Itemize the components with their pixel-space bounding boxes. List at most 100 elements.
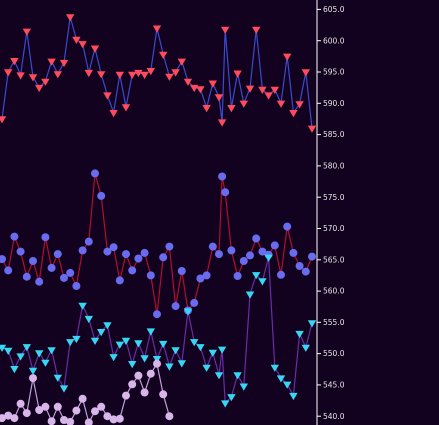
series-3-point (28, 367, 38, 375)
series-1-point (177, 58, 186, 66)
series-1-point (227, 105, 236, 113)
y-tick-label: 580.0 (323, 162, 345, 171)
series-2-point (122, 250, 130, 259)
series-2-point (159, 253, 168, 262)
series-3-point (47, 347, 56, 355)
series-3-point (97, 329, 106, 337)
series-3-point (128, 361, 137, 369)
y-tick-label: 540.0 (323, 412, 345, 421)
series-1-point (146, 68, 155, 76)
series-2-point (140, 248, 149, 257)
series-2-point (165, 242, 174, 251)
series-2-point (190, 298, 199, 307)
series-3-point (109, 354, 118, 362)
series-4-point (10, 414, 19, 423)
series-2-point (308, 252, 316, 261)
series-4-point (159, 390, 168, 399)
series-1-point (301, 69, 310, 77)
y-tick-label: 570.0 (323, 224, 345, 233)
series-3-point (183, 308, 193, 316)
series-3-point (270, 364, 279, 372)
series-3-point (22, 344, 31, 352)
series-2-point (91, 169, 99, 178)
series-2-point (295, 262, 304, 270)
series-4-point (134, 371, 143, 380)
series-1-point (221, 26, 230, 34)
series-2-point (53, 250, 62, 259)
series-3-line (1, 256, 313, 404)
series-3-point (258, 278, 267, 286)
series-2-point (218, 172, 227, 181)
series-1-point (59, 59, 69, 68)
series-3-point (217, 346, 227, 354)
series-3-point (190, 339, 199, 347)
series-1-point (190, 84, 199, 93)
series-3-point (121, 337, 131, 345)
series-2-point (103, 247, 112, 256)
series-3-point (53, 374, 62, 382)
series-3-point (276, 375, 286, 383)
series-4-point (115, 414, 124, 423)
series-1-point (270, 86, 279, 94)
series-1-point (196, 86, 205, 94)
series-1-point (90, 45, 100, 53)
series-2-point (215, 250, 223, 259)
series-2 (0, 169, 316, 319)
series-2-point (258, 247, 267, 256)
series-3-point (146, 328, 155, 336)
series-1-point (252, 26, 261, 34)
series-2-point (10, 232, 19, 241)
series-4-point (78, 394, 87, 403)
series-3-point (208, 349, 217, 357)
series-1-point (0, 116, 7, 124)
series-2-point (78, 246, 87, 255)
series-1-point (109, 110, 118, 118)
series-3-point (16, 353, 25, 361)
y-tick-label: 590.0 (323, 99, 345, 108)
series-3-point (159, 340, 168, 349)
series-1-point (183, 78, 193, 86)
series-3-point (196, 344, 205, 352)
series-3-point (202, 364, 211, 372)
series-3-point (264, 254, 273, 262)
series-2-point (72, 282, 81, 290)
y-axis: 540.0 545.0 550.0 555.0 560.0 565.0 570.0 575.0… (316, 0, 345, 425)
series-1-point (276, 100, 286, 108)
series-3-point (115, 341, 124, 349)
series-4-point (16, 399, 25, 408)
series-3-point (10, 366, 19, 374)
series-2-point (128, 266, 137, 275)
series-2-point (4, 266, 13, 275)
series-2-point (270, 241, 279, 250)
series-2-point (177, 267, 186, 275)
series-4-point (41, 402, 50, 411)
series-2-point (277, 270, 285, 279)
series-3-point (4, 347, 13, 355)
series-1-point (103, 92, 112, 100)
series-1-point (84, 69, 93, 78)
series-1-line (1, 16, 313, 129)
series-1-point (159, 51, 168, 59)
series-1-point (128, 71, 137, 79)
y-tick-label: 565.0 (323, 255, 345, 264)
series-1-point (47, 58, 56, 66)
series-3-point (84, 315, 93, 324)
series-3-point (90, 337, 100, 345)
series-layer (0, 14, 317, 425)
series-1-point (16, 72, 25, 80)
series-2-point (301, 267, 310, 276)
series-1-point (134, 69, 143, 78)
series-4-point (60, 416, 68, 424)
series-2-point (41, 233, 50, 242)
y-tick-label: 545.0 (323, 381, 345, 390)
series-1-point (72, 36, 81, 44)
series-3-point (66, 339, 75, 347)
series-4-point (91, 407, 99, 416)
series-4-point (47, 417, 56, 425)
series-4-point (35, 406, 44, 414)
series-1-point (53, 71, 62, 79)
series-4-point (128, 380, 137, 389)
